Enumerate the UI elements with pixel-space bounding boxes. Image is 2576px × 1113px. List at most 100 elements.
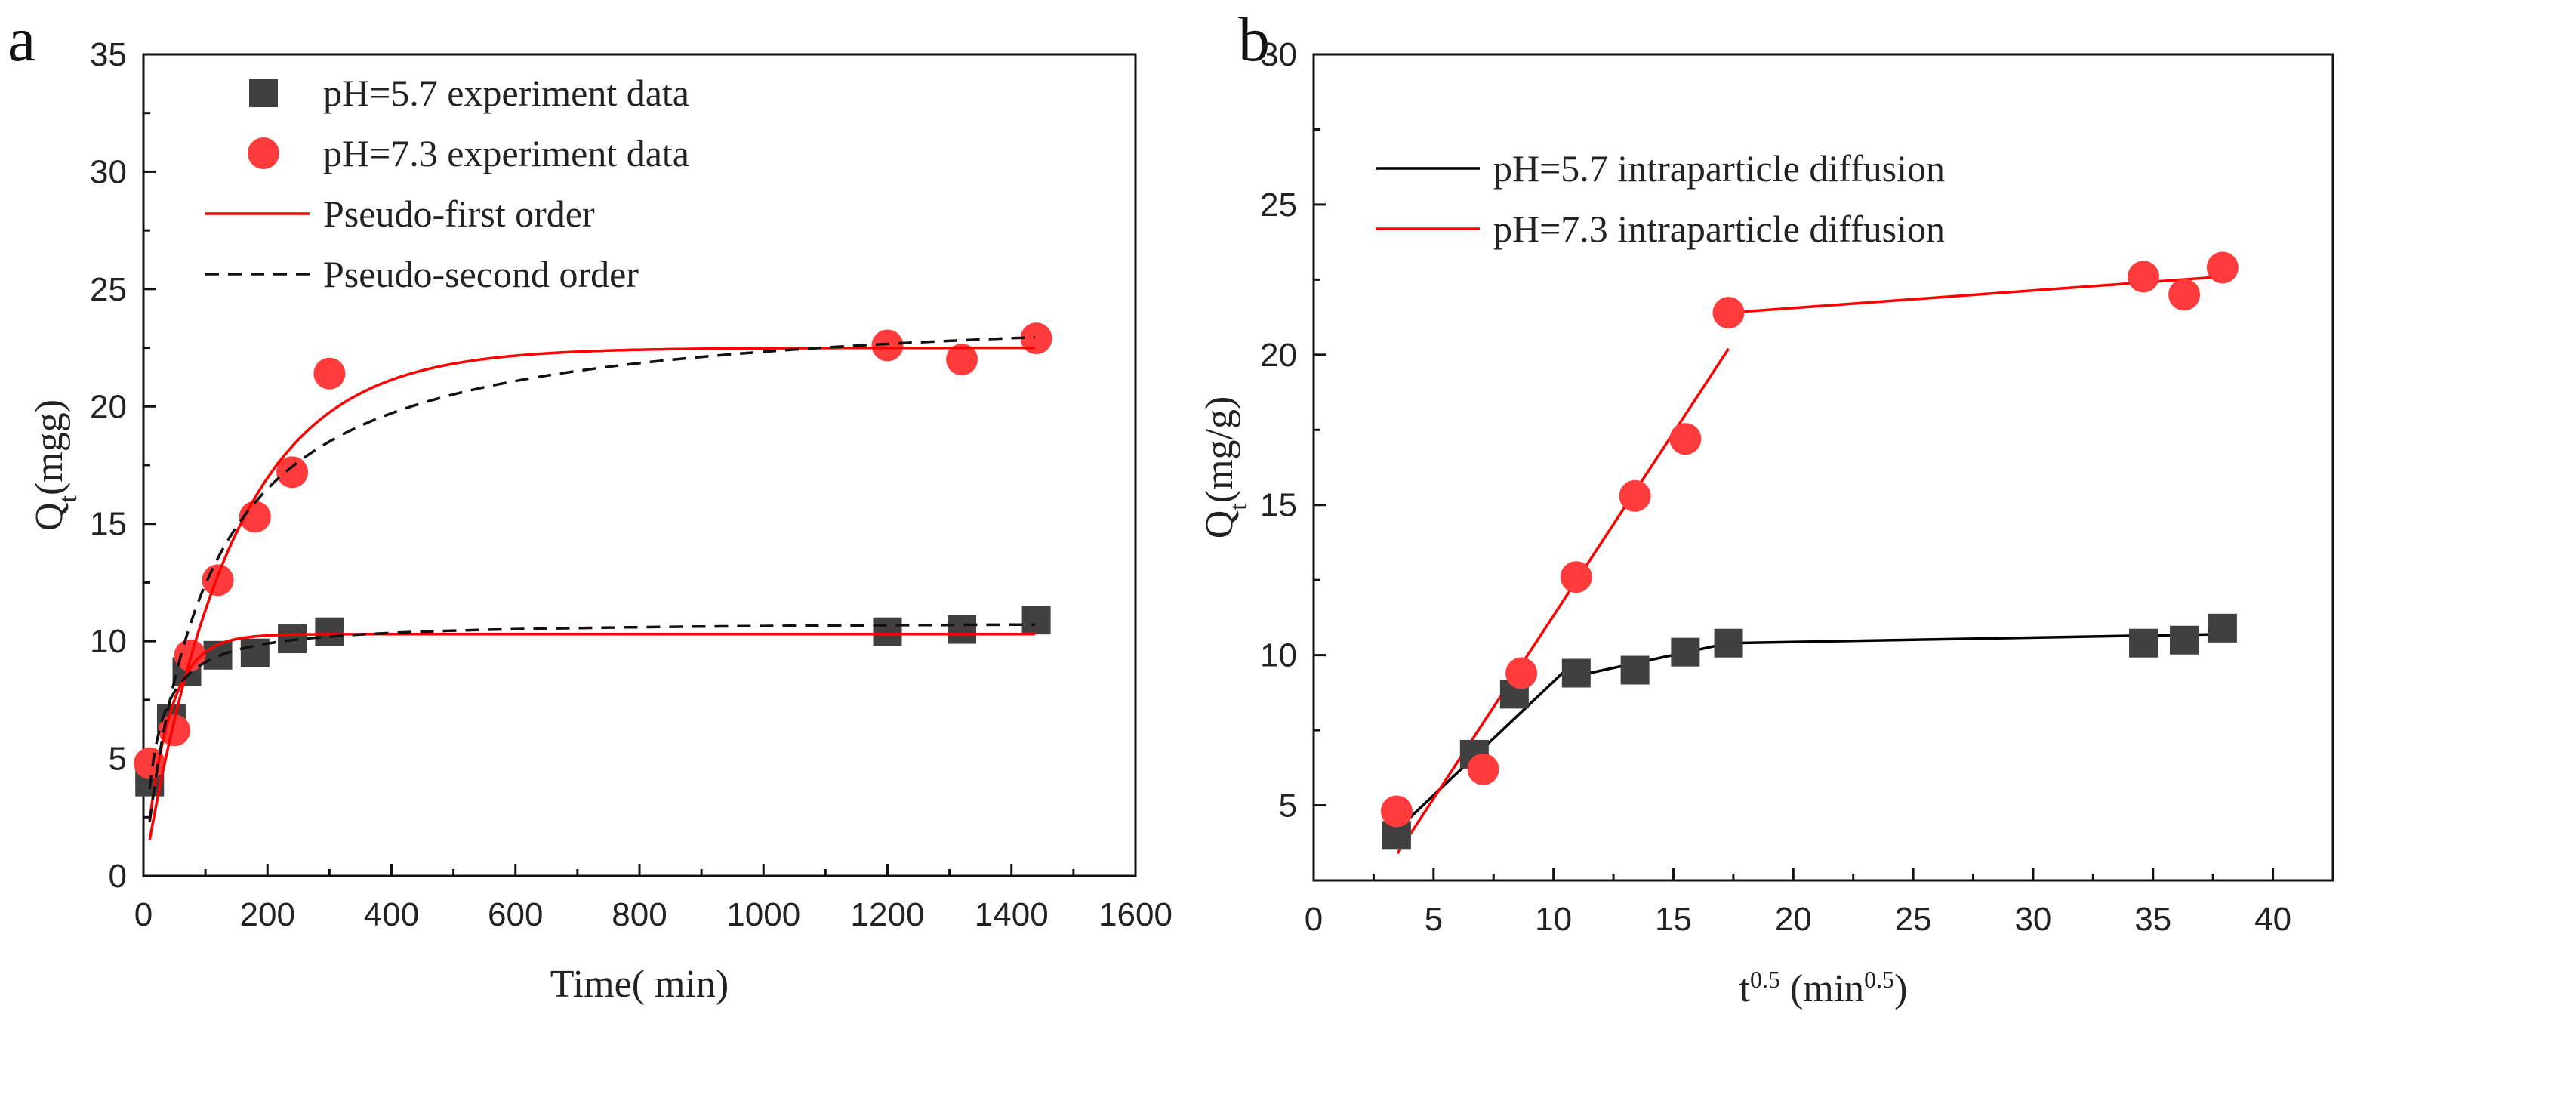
y-axis-label-part: (mgg) (28, 399, 71, 495)
fit-curve (148, 633, 1035, 821)
x-tick-label: 200 (240, 896, 295, 933)
x-tick-label: 1200 (851, 896, 925, 933)
legend-entry: pH=5.7 intraparticle diffusion (1376, 147, 1945, 190)
series-ph-7-3-experiment-data (134, 322, 1052, 779)
y-axis-label-part: (mg/g) (1198, 396, 1241, 504)
x-tick-label: 15 (1655, 901, 1692, 938)
x-tick-label: 1600 (1098, 896, 1172, 933)
data-point-square (2129, 628, 2158, 658)
legend-label: pH=5.7 experiment data (323, 72, 689, 114)
y-axis-label-part: t (1225, 503, 1253, 510)
data-point-circle (1560, 561, 1592, 593)
x-tick-label: 40 (2254, 901, 2291, 938)
y-tick-label: 10 (90, 623, 127, 660)
x-tick-label: 20 (1775, 901, 1812, 938)
data-point-circle (1669, 423, 1702, 455)
data-point-square (1671, 637, 1700, 667)
panel-label: b (1238, 5, 1270, 75)
data-point-circle (1380, 795, 1413, 828)
x-tick-label: 5 (1425, 901, 1443, 938)
legend-label: Pseudo-second order (323, 253, 639, 295)
y-axis-label-part: Q (1198, 510, 1241, 539)
x-axis-label-part: ) (1894, 967, 1907, 1010)
data-point-circle (946, 344, 978, 376)
y-axis-label: Qt(mgg) (28, 399, 82, 531)
x-axis-label: t0.5 (min0.5) (1739, 966, 1908, 1010)
series-ph-7-3-data (1380, 251, 2239, 828)
y-tick-label: 10 (1260, 637, 1297, 674)
y-tick-label: 30 (1260, 36, 1297, 73)
legend-square-icon (249, 79, 278, 107)
data-point-circle (239, 501, 271, 533)
legend-label: Pseudo-first order (323, 193, 595, 235)
data-point-circle (174, 639, 206, 671)
y-tick-label: 30 (90, 153, 127, 190)
x-tick-label: 800 (612, 896, 667, 933)
data-point-square (2208, 613, 2237, 643)
fit-segment (1574, 642, 1729, 678)
data-point-circle (2206, 251, 2239, 284)
legend-entry: pH=7.3 intraparticle diffusion (1376, 208, 1945, 250)
legend-label: pH=7.3 intraparticle diffusion (1493, 208, 1945, 250)
fit-curve (148, 335, 1036, 823)
y-tick-label: 0 (109, 858, 127, 895)
x-tick-label: 10 (1535, 901, 1572, 938)
y-tick-label: 5 (109, 741, 127, 778)
y-tick-label: 35 (90, 36, 127, 73)
x-axis-label-part: 0.5 (1750, 966, 1780, 993)
data-point-square (1714, 628, 1743, 658)
x-axis-label-part: Time( min) (550, 963, 729, 1006)
series-pseudo-second-order (148, 335, 1036, 823)
data-point-square (1021, 606, 1051, 635)
y-axis-label-part: t (54, 495, 82, 502)
y-axis-label: Qt(mg/g) (1198, 396, 1253, 539)
legend-circle-icon (248, 137, 279, 169)
data-point-square (315, 617, 344, 646)
x-tick-label: 0 (134, 896, 153, 933)
series-pseudo-first-order (148, 346, 1035, 841)
data-point-circle (1712, 297, 1745, 329)
y-tick-label: 20 (1260, 337, 1297, 374)
data-point-square (873, 617, 902, 646)
x-tick-label: 400 (364, 896, 419, 933)
data-point-circle (313, 357, 346, 390)
legend-entry: pH=5.7 experiment data (249, 72, 689, 114)
data-point-circle (1467, 753, 1499, 785)
plot-frame (1312, 53, 2334, 882)
legend-entry: pH=7.3 experiment data (248, 132, 689, 174)
data-point-square (2170, 625, 2199, 655)
data-point-circle (1505, 657, 1538, 689)
data-point-square (1561, 658, 1591, 688)
legend-entry: Pseudo-second order (205, 253, 639, 295)
x-axis-label: Time( min) (550, 963, 729, 1006)
chart-panel-a: a 0 200 400 600 800 1000 1200 1400 1600 0 5 10 15 20 25… (8, 5, 1172, 1006)
x-tick-label: 25 (1895, 901, 1932, 938)
data-point-circle (2128, 261, 2160, 293)
y-tick-label: 15 (90, 506, 127, 543)
panel-label: a (8, 5, 35, 75)
y-axis-label-part: Q (28, 502, 71, 531)
data-point-circle (276, 456, 309, 489)
y-tick-label: 15 (1260, 487, 1297, 524)
legend-label: pH=5.7 intraparticle diffusion (1493, 147, 1945, 190)
data-point-square (948, 615, 977, 644)
data-point-circle (1020, 322, 1052, 355)
series-ph-5-7-data (1382, 613, 2237, 850)
data-point-square (1620, 655, 1650, 685)
plot-area (134, 322, 1052, 841)
y-tick-label: 20 (90, 388, 127, 425)
legend-label: pH=7.3 experiment data (323, 132, 689, 174)
series-ph-7-3-intraparticle-diffusion (1396, 275, 2223, 855)
x-tick-label: 600 (488, 896, 543, 933)
x-tick-label: 35 (2134, 901, 2171, 938)
data-point-circle (1619, 479, 1651, 512)
fit-curve (148, 346, 1035, 841)
plot-area (1380, 251, 2239, 855)
y-tick-label: 25 (1260, 187, 1297, 224)
x-axis-label-part: 0.5 (1864, 966, 1894, 993)
x-tick-label: 0 (1305, 901, 1323, 938)
x-tick-label: 1400 (975, 896, 1049, 933)
x-tick-label: 1000 (726, 896, 800, 933)
x-axis-label-part: (min (1780, 967, 1864, 1010)
